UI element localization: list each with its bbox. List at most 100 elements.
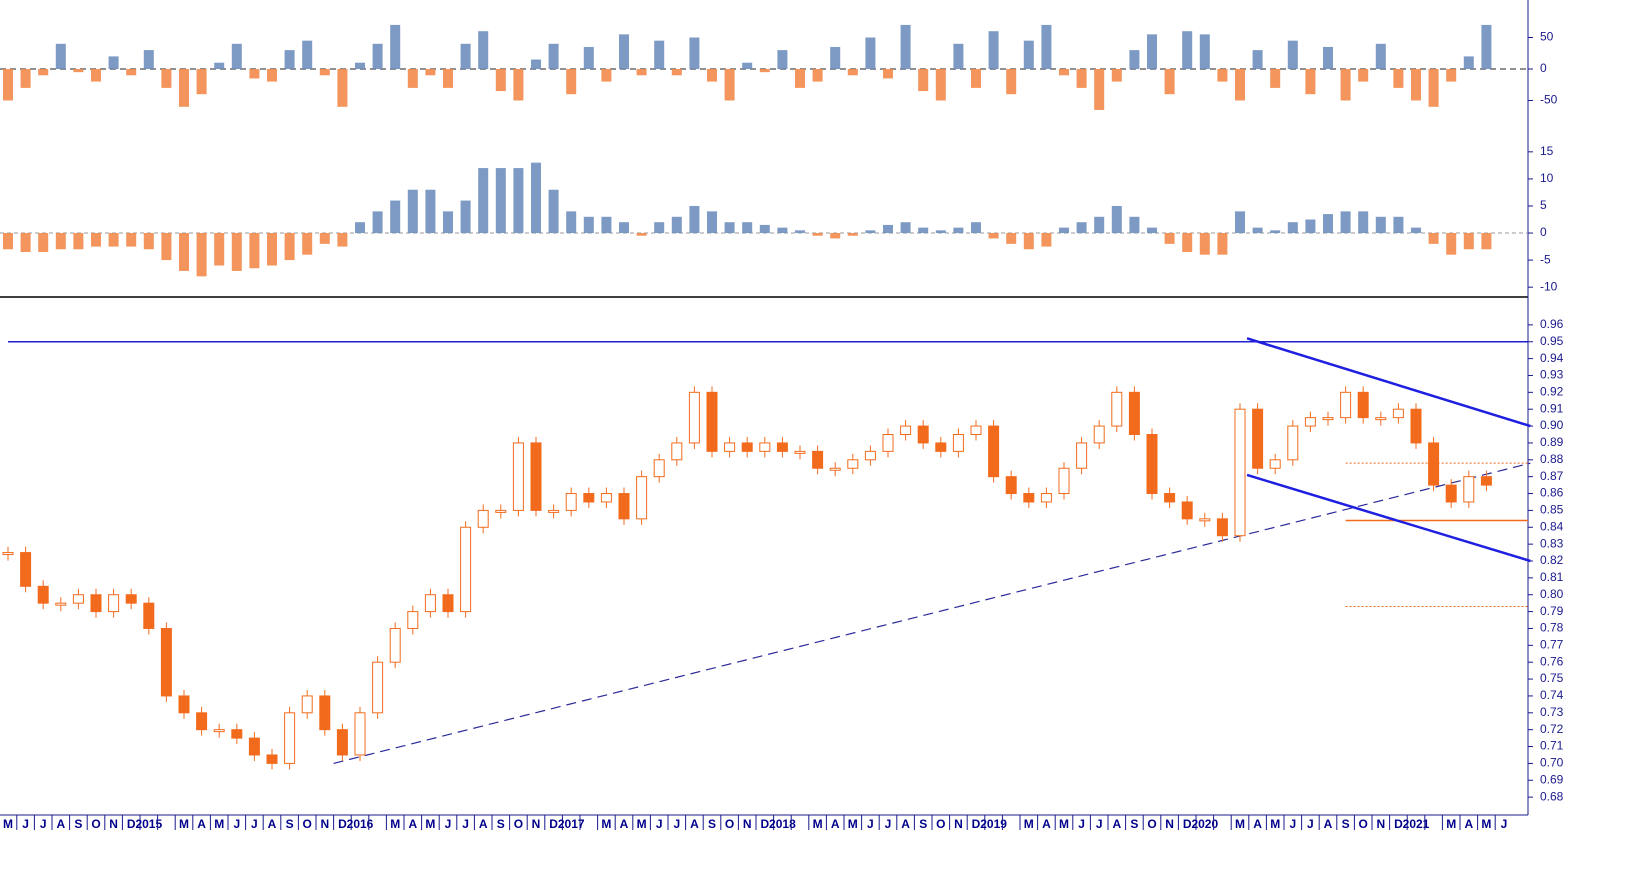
bar	[38, 233, 49, 252]
bar	[847, 69, 858, 76]
bar	[583, 46, 594, 69]
bar	[495, 168, 506, 234]
bar	[231, 233, 242, 271]
y-tick-label: 10	[1540, 171, 1554, 185]
candle	[776, 442, 788, 452]
bar	[126, 233, 137, 247]
x-tick-label: S	[74, 817, 82, 831]
bar	[390, 200, 401, 234]
bar	[1323, 214, 1333, 234]
bar	[460, 200, 471, 234]
candle	[565, 493, 577, 511]
y-tick-label: 0.69	[1540, 772, 1564, 786]
y-tick-label: 0.96	[1540, 317, 1564, 331]
candle	[671, 442, 683, 461]
x-tick-label: S	[286, 817, 294, 831]
x-tick-label: M	[848, 817, 858, 831]
x-tick-label: A	[1464, 817, 1473, 831]
candle	[213, 729, 225, 733]
bar	[724, 222, 735, 234]
candle	[1463, 476, 1475, 503]
x-tick-label: M	[425, 817, 435, 831]
bar	[1305, 219, 1316, 234]
bar	[777, 227, 788, 234]
bar	[1463, 233, 1474, 250]
bar	[1252, 227, 1263, 234]
bar	[1182, 233, 1193, 252]
y-tick-label: 0.95	[1540, 334, 1564, 348]
bar	[953, 43, 964, 69]
y-tick-label: -10	[1540, 279, 1558, 293]
candle	[1304, 417, 1316, 427]
bar	[372, 43, 383, 69]
bar	[1481, 24, 1492, 69]
candle	[495, 509, 507, 513]
bar	[319, 69, 330, 76]
x-tick-label: D	[127, 817, 136, 831]
bar	[214, 233, 225, 266]
y-tick-label: 0.80	[1540, 587, 1564, 601]
bar	[143, 233, 154, 250]
candle	[1076, 442, 1088, 469]
trend-line	[1246, 337, 1531, 428]
candle	[882, 434, 894, 452]
candle	[1392, 408, 1404, 419]
x-tick-label: J	[673, 817, 680, 831]
x-tick-label: J	[251, 817, 258, 831]
x-tick-label: N	[1165, 817, 1174, 831]
bar	[1164, 69, 1175, 95]
bar	[161, 233, 172, 261]
bar	[1041, 233, 1052, 247]
bar	[883, 224, 893, 234]
trend-line	[1246, 473, 1531, 563]
bar	[3, 233, 13, 250]
bar	[1287, 222, 1298, 234]
bar	[971, 222, 981, 234]
bar	[143, 50, 154, 69]
bar	[179, 233, 189, 271]
x-tick-label: N	[954, 817, 963, 831]
candle	[319, 695, 331, 731]
candle	[1480, 476, 1492, 486]
x-tick-label: S	[1130, 817, 1138, 831]
x-tick-label: A	[1112, 817, 1121, 831]
bar	[935, 230, 946, 234]
candle	[688, 391, 700, 444]
x-tick-label: A	[831, 817, 840, 831]
y-tick-label: 0.70	[1540, 756, 1564, 770]
y-tick-label: 0.79	[1540, 604, 1564, 618]
bar	[988, 31, 999, 69]
bar	[337, 69, 348, 107]
bar	[284, 50, 295, 69]
bar	[3, 69, 13, 101]
bar	[1076, 222, 1087, 234]
bar	[20, 69, 31, 88]
bar	[566, 69, 577, 95]
y-tick-label: 5	[1540, 198, 1547, 212]
y-tick-label: -50	[1540, 93, 1558, 107]
candle	[530, 442, 542, 511]
bar	[319, 233, 330, 244]
bar	[689, 37, 700, 69]
bar	[830, 46, 841, 69]
x-tick-label: N	[109, 817, 118, 831]
bar	[1287, 40, 1298, 69]
bar	[900, 24, 911, 69]
bar	[1463, 56, 1474, 69]
y-tick-label: 0.94	[1540, 351, 1564, 365]
x-tick-label: D	[972, 817, 981, 831]
candle	[1410, 408, 1422, 444]
bar	[795, 230, 805, 234]
candle	[1252, 408, 1264, 469]
candle	[1128, 391, 1140, 436]
bar	[671, 69, 682, 76]
bar	[495, 69, 506, 92]
x-tick-label: J	[22, 817, 29, 831]
bar	[812, 233, 823, 236]
candle	[829, 467, 841, 471]
bar	[1323, 46, 1333, 69]
x-tick-label: S	[919, 817, 927, 831]
bar	[126, 69, 137, 76]
x-tick-label: M	[1481, 817, 1491, 831]
x-tick-label: J	[445, 817, 452, 831]
